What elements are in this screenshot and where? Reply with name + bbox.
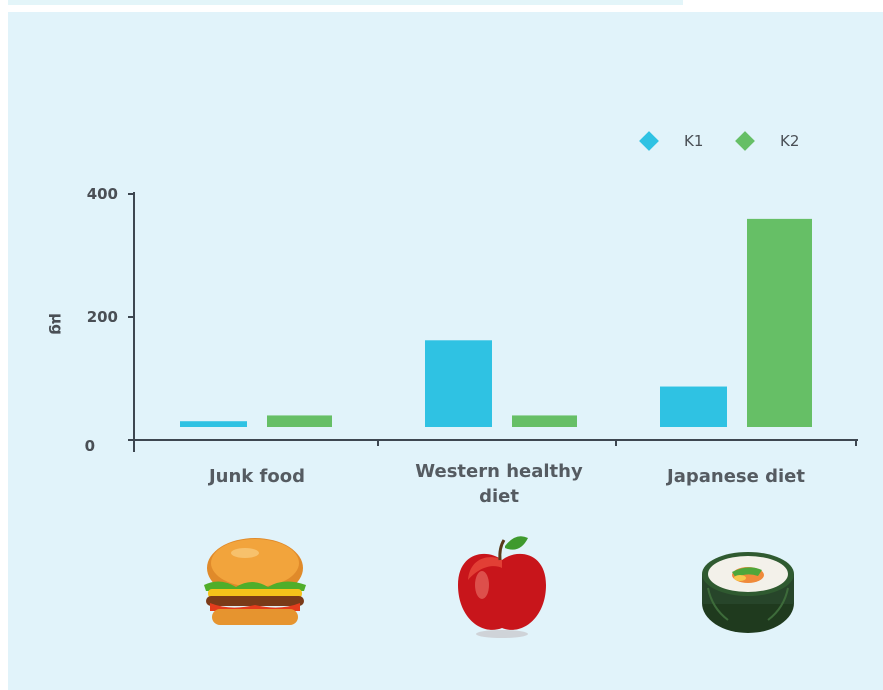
top-strip (8, 0, 683, 5)
bar-k2-japanese-diet (747, 218, 812, 427)
category-label-line: Junk food (208, 466, 305, 487)
bar-k1-junk-food (180, 421, 247, 427)
legend: K1 K2 (639, 131, 799, 151)
category-label-line: diet (479, 486, 519, 507)
hamburger-icon (204, 538, 306, 625)
bar-k1-western-healthy-diet (425, 340, 492, 427)
category-label-line: Japanese diet (667, 466, 805, 487)
bars (180, 218, 812, 427)
category-label-junk-food: Junk food (147, 464, 367, 489)
y-tick-label-400: 400 (87, 185, 118, 203)
category-label-line: Western healthy (415, 461, 583, 482)
legend-label-k2: K2 (780, 132, 799, 150)
bar-k1-japanese-diet (660, 386, 727, 427)
x-axis (128, 439, 858, 446)
bar-k2-junk-food (267, 415, 332, 427)
red-apple-icon (458, 536, 546, 638)
legend-label-k1: K1 (684, 132, 703, 150)
sushi-roll-icon (702, 552, 794, 633)
category-label-western-healthy-diet: Western healthy diet (389, 459, 609, 509)
y-tick-label-200: 200 (87, 308, 118, 326)
y-axis: 400 200 0 µg (48, 185, 135, 455)
bar-k2-western-healthy-diet (512, 415, 577, 427)
legend-marker-k2 (735, 131, 755, 151)
y-tick-label-0: 0 (85, 437, 95, 455)
category-label-japanese-diet: Japanese diet (626, 464, 846, 489)
legend-marker-k1 (639, 131, 659, 151)
y-axis-label: µg (48, 313, 66, 335)
